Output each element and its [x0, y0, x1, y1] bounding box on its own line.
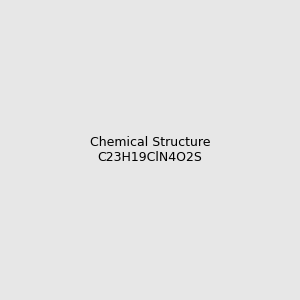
Text: Chemical Structure
C23H19ClN4O2S: Chemical Structure C23H19ClN4O2S	[90, 136, 210, 164]
